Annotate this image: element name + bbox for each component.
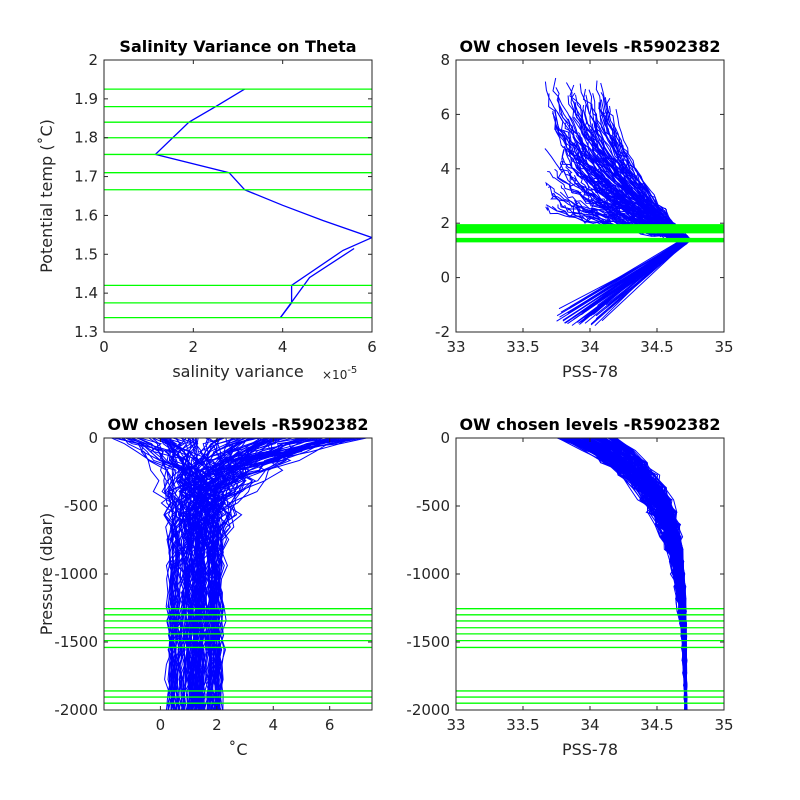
profile-line bbox=[589, 438, 687, 710]
profile-line bbox=[164, 438, 181, 710]
y-tick-label: -1500 bbox=[54, 633, 98, 651]
panel-theta-salinity: OW chosen levels -R5902382 33 33.5 34 34.5 3… bbox=[435, 37, 734, 381]
y-tick-label: 6 bbox=[440, 105, 450, 123]
profile-line bbox=[171, 438, 303, 710]
plot-area bbox=[456, 77, 724, 327]
y-tick-label: 1.9 bbox=[74, 90, 98, 108]
panel-pressure-temperature: OW chosen levels -R5902382 0 2 4 6 -2000 -150… bbox=[37, 415, 373, 759]
plot-area bbox=[104, 438, 372, 710]
x-tick-label: 4 bbox=[268, 716, 278, 734]
plot-area bbox=[456, 438, 724, 710]
y-axis-label: Pressure (dbar) bbox=[37, 513, 56, 636]
panel-pressure-salinity: OW chosen levels -R5902382 33 33.5 34 34.5 3… bbox=[406, 415, 733, 759]
profile-line bbox=[606, 98, 686, 239]
profile-line bbox=[557, 438, 687, 710]
profile-line bbox=[212, 438, 343, 710]
y-tick-label: -500 bbox=[64, 497, 98, 515]
x-tick-label: 34 bbox=[580, 716, 599, 734]
y-tick-label: 1.4 bbox=[74, 284, 98, 302]
panel-title: OW chosen levels -R5902382 bbox=[459, 37, 720, 56]
profile-line bbox=[166, 438, 225, 710]
x-tick-label: 2 bbox=[212, 716, 222, 734]
panel-salinity-variance: Salinity Variance on Theta 0 2 4 6 1.3 1.4 1.5… bbox=[37, 37, 377, 382]
x-tick-label: 6 bbox=[367, 338, 377, 356]
profile-line bbox=[557, 204, 688, 240]
profile-line bbox=[558, 438, 687, 710]
profile-line bbox=[568, 115, 688, 237]
profile-line bbox=[199, 438, 271, 710]
profile-line bbox=[217, 438, 367, 710]
y-tick-label: 4 bbox=[440, 160, 450, 178]
profile-line bbox=[604, 97, 686, 240]
y-tick-label: 0 bbox=[88, 429, 98, 447]
x-tick-label: 34 bbox=[580, 338, 599, 356]
profile-line bbox=[180, 438, 196, 710]
x-tick-label: 0 bbox=[99, 338, 109, 356]
y-tick-label: -500 bbox=[416, 497, 450, 515]
panel-title: OW chosen levels -R5902382 bbox=[107, 415, 368, 434]
profile-line bbox=[185, 438, 357, 710]
x-axis-label: PSS-78 bbox=[562, 362, 618, 381]
x-tick-label: 35 bbox=[714, 716, 733, 734]
x-tick-label: 33.5 bbox=[506, 338, 539, 356]
profile-line bbox=[200, 438, 356, 710]
x-tick-label: 35 bbox=[714, 338, 733, 356]
x-axis-exponent: ×10-5 bbox=[322, 365, 357, 382]
plot-area bbox=[104, 88, 372, 319]
axes-box bbox=[103, 59, 373, 333]
y-tick-label: -1000 bbox=[406, 565, 450, 583]
y-axis-label: Potential temp (˚C) bbox=[37, 119, 56, 273]
y-tick-label: -2 bbox=[435, 323, 450, 341]
profile-line bbox=[593, 438, 687, 710]
y-tick-label: 2 bbox=[88, 51, 98, 69]
y-tick-label: 1.6 bbox=[74, 206, 98, 224]
y-tick-label: -1500 bbox=[406, 633, 450, 651]
y-tick-label: -2000 bbox=[406, 701, 450, 719]
y-tick-label: 1.7 bbox=[74, 168, 98, 186]
x-tick-label: 4 bbox=[278, 338, 288, 356]
x-tick-label: 0 bbox=[156, 716, 166, 734]
x-axis-label: PSS-78 bbox=[562, 740, 618, 759]
panel-title: OW chosen levels -R5902382 bbox=[459, 415, 720, 434]
x-tick-label: 34.5 bbox=[640, 716, 673, 734]
variance-line bbox=[154, 88, 372, 318]
profile-line bbox=[585, 94, 688, 326]
y-tick-label: 1.8 bbox=[74, 129, 98, 147]
profile-line bbox=[557, 438, 688, 710]
profile-line bbox=[600, 82, 685, 243]
x-tick-label: 33 bbox=[446, 716, 465, 734]
profile-line bbox=[111, 438, 194, 710]
y-tick-label: 0 bbox=[440, 269, 450, 287]
x-tick-label: 33 bbox=[446, 338, 465, 356]
profile-line bbox=[198, 438, 276, 710]
panel-title: Salinity Variance on Theta bbox=[119, 37, 356, 56]
x-axis-label: salinity variance bbox=[172, 362, 303, 381]
y-tick-label: -2000 bbox=[54, 701, 98, 719]
x-axis-label: ˚C bbox=[228, 740, 247, 759]
profile-line bbox=[160, 438, 204, 710]
y-tick-label: 0 bbox=[440, 429, 450, 447]
profile-line bbox=[557, 438, 688, 710]
profile-line bbox=[565, 438, 687, 710]
y-tick-label: 1.3 bbox=[74, 323, 98, 341]
x-tick-label: 34.5 bbox=[640, 338, 673, 356]
profile-line bbox=[211, 438, 281, 710]
profile-line bbox=[575, 438, 687, 710]
y-tick-label: 2 bbox=[440, 214, 450, 232]
profile-line bbox=[559, 438, 687, 710]
variance-line bbox=[279, 247, 355, 318]
y-tick-label: 1.5 bbox=[74, 245, 98, 263]
profile-line bbox=[207, 438, 236, 710]
x-tick-label: 33.5 bbox=[506, 716, 539, 734]
x-tick-label: 2 bbox=[189, 338, 199, 356]
profile-line bbox=[197, 438, 354, 710]
y-tick-label: 8 bbox=[440, 51, 450, 69]
y-tick-label: -1000 bbox=[54, 565, 98, 583]
profile-line bbox=[166, 438, 187, 710]
x-tick-label: 6 bbox=[325, 716, 335, 734]
